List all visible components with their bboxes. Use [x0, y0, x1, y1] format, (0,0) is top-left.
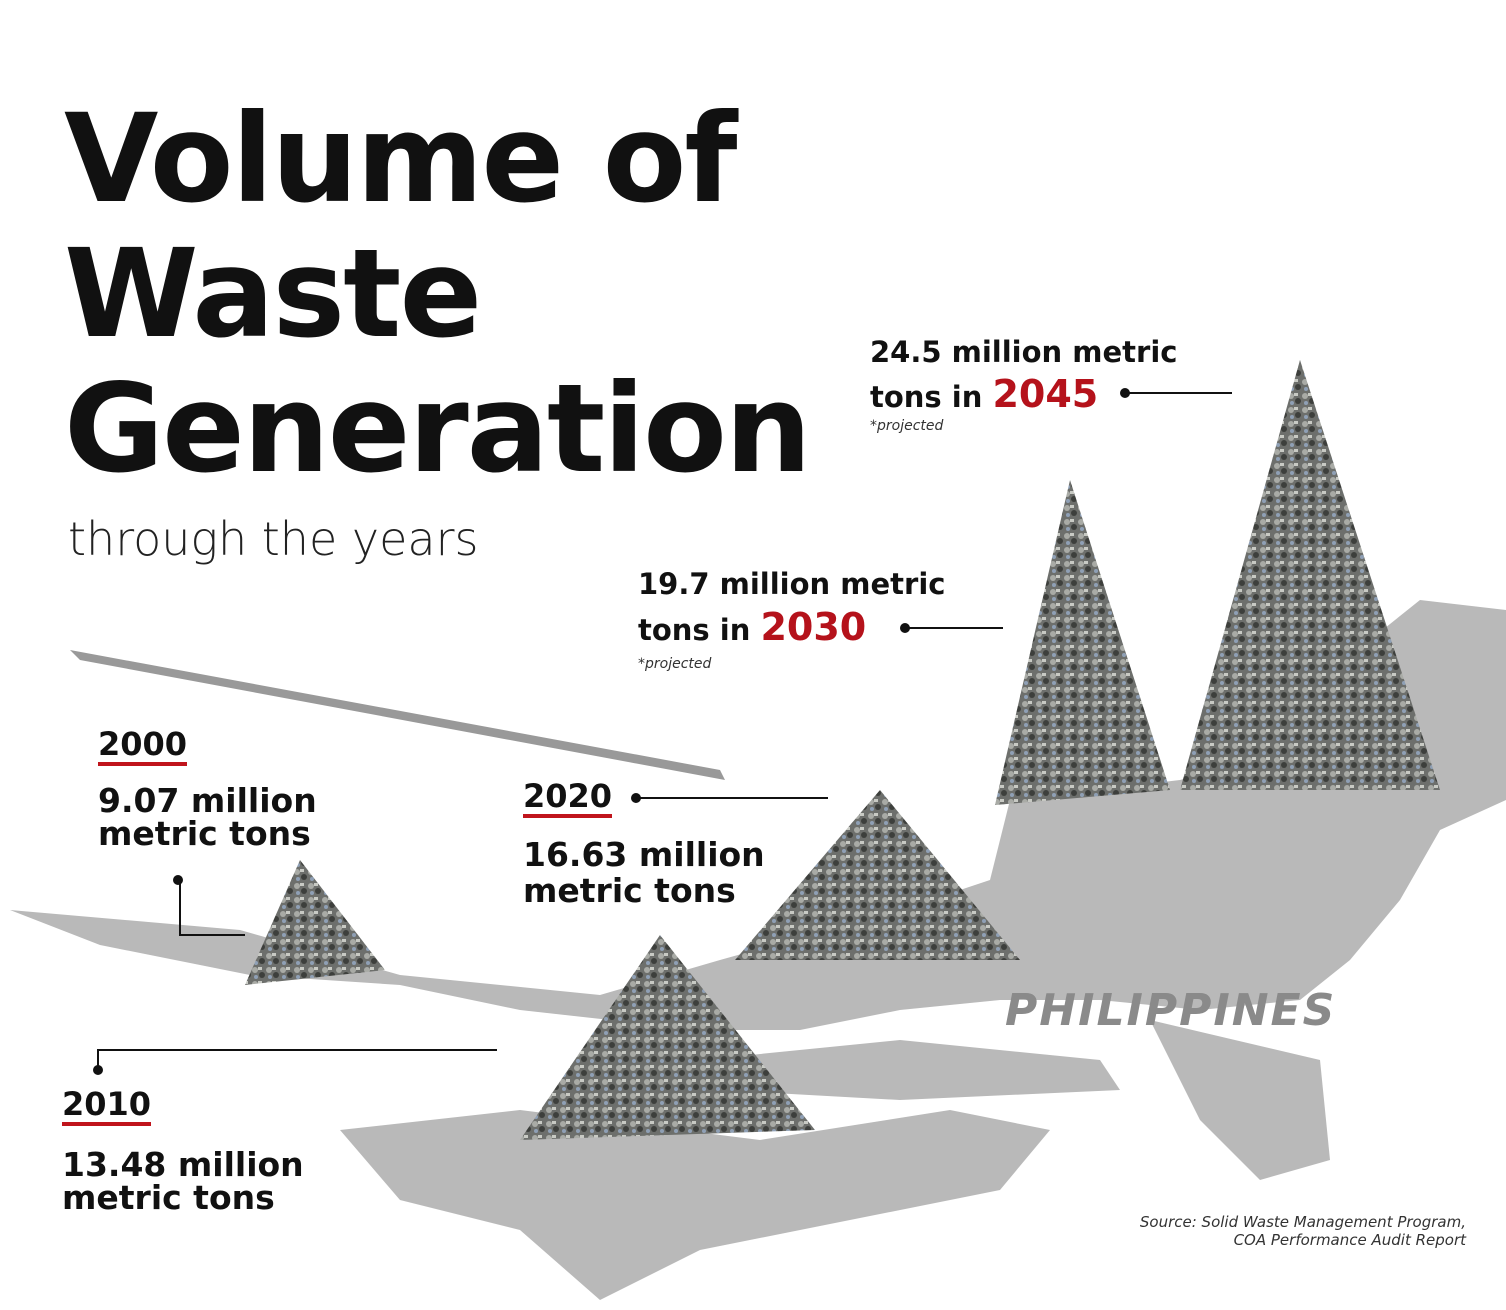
- projection-line: 24.5 million metric: [870, 338, 1177, 367]
- projection-text: tons in: [870, 380, 982, 414]
- amount: 9.07 million: [98, 784, 317, 817]
- note: *projected: [638, 656, 711, 672]
- title-line: Waste: [64, 233, 480, 355]
- subtitle: through the years: [68, 512, 478, 566]
- projection-year: 2045: [992, 372, 1098, 416]
- unit: metric tons: [62, 1181, 275, 1214]
- title-line: Generation: [64, 368, 810, 490]
- unit: metric tons: [523, 874, 736, 907]
- note: *projected: [870, 418, 943, 434]
- source: Source: Solid Waste Management Program,: [1140, 1213, 1466, 1231]
- source: COA Performance Audit Report: [1234, 1231, 1466, 1249]
- map-label: PHILIPPINES: [1005, 985, 1336, 1036]
- infographic: Volume of Waste Generation through the y…: [0, 0, 1506, 1310]
- year: 2020: [523, 779, 612, 818]
- year: 2000: [98, 727, 187, 766]
- projection-year: 2030: [760, 605, 866, 649]
- projection-line: tons in 2045: [870, 375, 1098, 413]
- title-line: Volume of: [64, 98, 735, 220]
- projection-line: 19.7 million metric: [638, 570, 945, 599]
- projection-text: tons in: [638, 613, 750, 647]
- year: 2010: [62, 1087, 151, 1126]
- amount: 16.63 million: [523, 838, 765, 871]
- amount: 13.48 million: [62, 1148, 304, 1181]
- projection-line: tons in 2030: [638, 608, 866, 646]
- unit: metric tons: [98, 817, 311, 850]
